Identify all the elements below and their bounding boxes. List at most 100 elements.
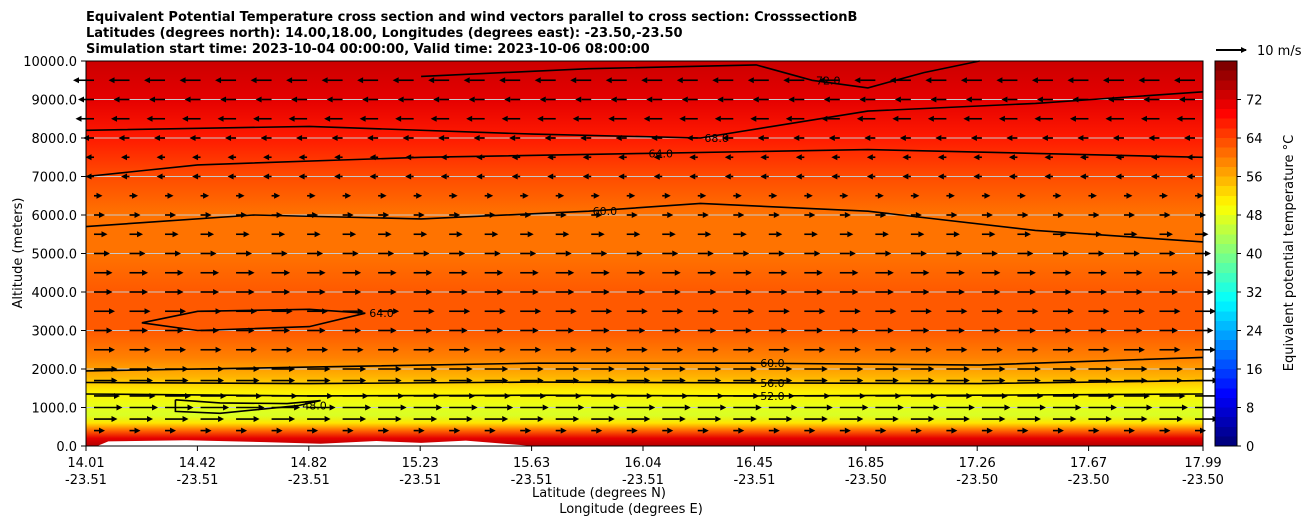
wind-vector-head (783, 77, 790, 84)
wind-vector-head (760, 173, 767, 180)
wind-vector-head (1057, 212, 1064, 218)
wind-vector-head (649, 404, 656, 411)
wind-vector-head (497, 289, 504, 295)
wind-vector-head (1100, 327, 1107, 334)
wind-vector-head (674, 269, 681, 276)
wind-vector-head (644, 366, 651, 372)
wind-vector-head (923, 269, 930, 276)
wind-vector-head (205, 212, 212, 218)
wind-vector-head (487, 192, 494, 199)
wind-vector-head (930, 392, 937, 399)
wind-vector-head (537, 416, 544, 423)
terrain-mask (86, 440, 544, 446)
wind-vector-head (994, 327, 1001, 334)
wind-vector-head (502, 416, 509, 423)
wind-vector-head (573, 366, 580, 372)
wind-vector-head (1105, 366, 1112, 372)
wind-vector-head (416, 192, 423, 199)
colorbar-tick-label: 48 (1246, 209, 1263, 224)
wind-vector-head (686, 135, 693, 141)
x-tick-label-lon: -23.50 (956, 473, 998, 488)
wind-vector-head (156, 154, 163, 161)
wind-vector-head (393, 346, 400, 353)
wind-vector-head (383, 427, 390, 434)
wind-vector-head (511, 173, 518, 180)
wind-vector-head (182, 366, 189, 372)
wind-vector-head (575, 96, 582, 103)
wind-vector-head (724, 154, 731, 161)
wind-vector-head (220, 96, 227, 103)
wind-vector-head (345, 192, 352, 199)
wind-vector-head (866, 173, 873, 180)
wind-vector-head (319, 289, 326, 295)
wind-vector-head (783, 346, 790, 353)
wind-vector-head (819, 346, 826, 353)
colorbar-scale (1214, 60, 1238, 447)
wind-vector-head (999, 377, 1006, 384)
wind-vector-head (360, 377, 367, 384)
x-tick-label-lat: 16.45 (736, 456, 773, 471)
wind-vector-head (937, 173, 944, 180)
contour-label: 68.0 (704, 132, 729, 145)
wind-vector-head (894, 96, 901, 103)
wind-vector-head (177, 289, 184, 295)
wind-vector-head (365, 404, 372, 411)
wind-vector-head (146, 115, 153, 122)
x-tick-label-lon: -23.51 (511, 473, 553, 488)
wind-vector-head (823, 96, 830, 103)
wind-vector-head (1022, 212, 1029, 218)
wind-vector-head (464, 308, 471, 315)
wind-vector-head (134, 427, 141, 434)
wind-vector-head (679, 377, 686, 384)
wind-vector-head (213, 269, 220, 276)
wind-vector-head (109, 308, 115, 315)
wind-vector-head (750, 366, 757, 372)
wind-vector-head (418, 212, 425, 218)
wind-vector-head (192, 154, 199, 161)
wind-vector-head (511, 154, 518, 161)
wind-vector-head (806, 192, 813, 199)
wind-vector-head (360, 366, 367, 372)
x-tick-label-lat: 14.01 (67, 456, 104, 471)
wind-vector-head (639, 327, 646, 334)
wind-vector-head (560, 427, 567, 434)
wind-vector-head (1179, 96, 1185, 103)
wind-vector-head (738, 212, 745, 218)
wind-vector-head (147, 416, 154, 423)
wind-vector-head (639, 289, 646, 295)
wind-vector-head (1176, 366, 1183, 372)
wind-vector-head (248, 289, 255, 295)
wind-vector-head (395, 115, 402, 122)
wind-vector-head (121, 173, 128, 180)
wind-vector-head (1079, 173, 1086, 180)
wind-vector-head (1176, 115, 1183, 122)
wind-vector-head (925, 77, 932, 84)
wind-vector-head (1207, 327, 1214, 334)
wind-vector-head (816, 269, 823, 276)
wind-vector-head (147, 366, 154, 372)
wind-vector-head (890, 308, 897, 315)
wind-vector-head (106, 269, 113, 276)
wind-vector-head (527, 231, 534, 238)
wind-vector-head (1207, 289, 1214, 295)
wind-vector-head (735, 192, 742, 199)
wind-vector-head (405, 173, 412, 180)
wind-vector-head (781, 289, 788, 295)
wind-vector-head (180, 308, 187, 315)
wind-vector-head (634, 231, 641, 238)
wind-vector-head (167, 192, 174, 199)
wind-vector-head (887, 289, 894, 295)
wind-vector-head (1006, 135, 1013, 141)
wind-vector-head (582, 154, 589, 161)
wind-vector-head (859, 96, 866, 103)
wind-vector-head (177, 327, 184, 334)
wind-vector-head (1034, 366, 1041, 372)
wind-vector-head (223, 404, 230, 411)
wind-vector-head (463, 77, 470, 84)
wind-vector-head (322, 308, 329, 315)
wind-vector-head (476, 173, 483, 180)
x-tick-label-lon: -23.51 (733, 473, 775, 488)
wind-vector-head (644, 416, 651, 423)
wind-vector-head (748, 308, 755, 315)
wind-vector-head (750, 115, 757, 122)
